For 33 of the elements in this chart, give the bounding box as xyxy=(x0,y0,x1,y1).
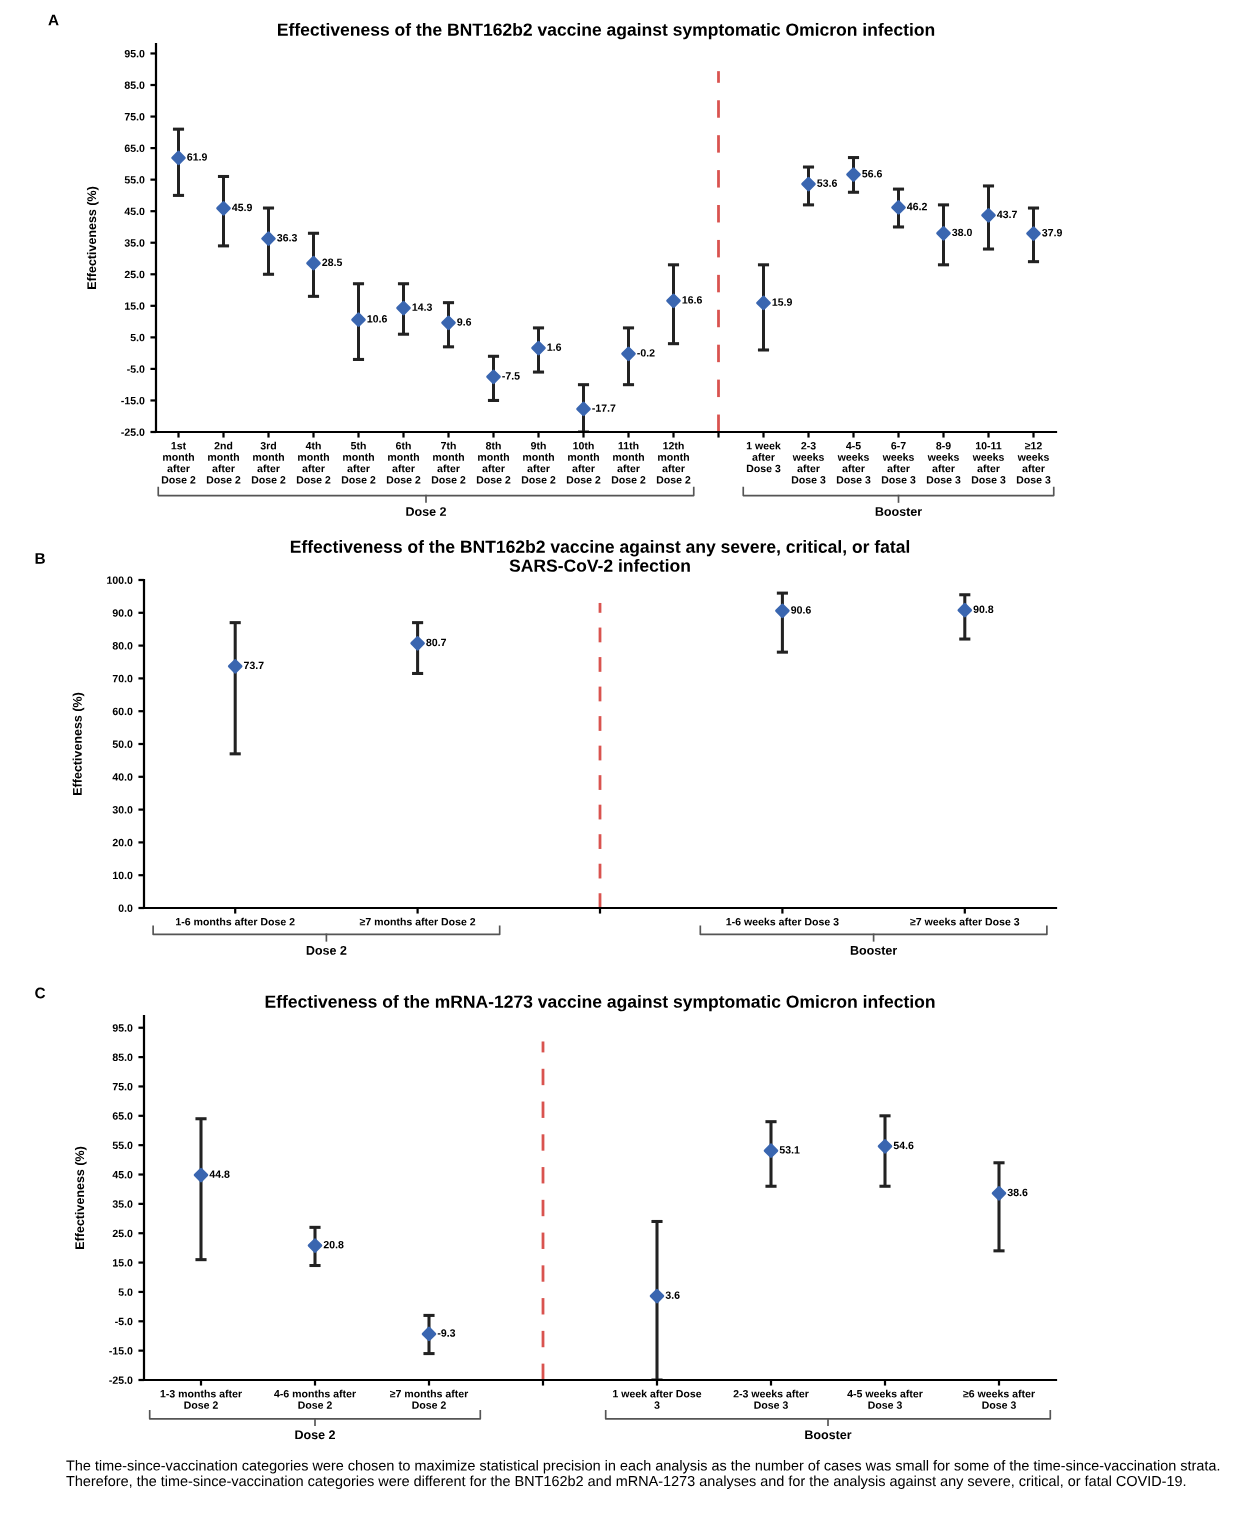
point xyxy=(1026,226,1041,241)
point xyxy=(227,658,243,674)
point xyxy=(171,150,186,166)
point xyxy=(306,255,321,271)
point xyxy=(216,201,231,216)
point xyxy=(991,1186,1007,1201)
chart-title: Effectiveness of the BNT162b2 vaccine against symptomatic Omicron infection xyxy=(278,22,935,40)
point xyxy=(801,176,816,192)
point xyxy=(531,340,546,356)
point xyxy=(486,369,501,385)
point xyxy=(261,231,276,246)
point xyxy=(763,1143,779,1159)
point xyxy=(957,602,973,618)
point xyxy=(846,167,861,182)
point xyxy=(193,1167,209,1183)
point xyxy=(666,293,681,309)
point xyxy=(621,346,636,362)
chart-title: Effectiveness of the mRNA-1273 vaccine against symptomatic Omicron infection xyxy=(265,994,935,1012)
point xyxy=(307,1238,323,1253)
point xyxy=(936,225,951,241)
point xyxy=(576,401,591,417)
point xyxy=(441,315,456,331)
point xyxy=(351,312,366,327)
point xyxy=(877,1139,893,1154)
point xyxy=(775,603,790,619)
point xyxy=(891,200,906,215)
point xyxy=(421,1326,437,1342)
point xyxy=(396,300,411,316)
point xyxy=(981,208,996,223)
point xyxy=(649,1288,665,1304)
point xyxy=(756,295,771,311)
point xyxy=(410,636,425,651)
chart-title: Effectiveness of the BNT162b2 vaccine against any severe, critical, or fatal SARS-CoV-2 infection xyxy=(290,540,910,572)
